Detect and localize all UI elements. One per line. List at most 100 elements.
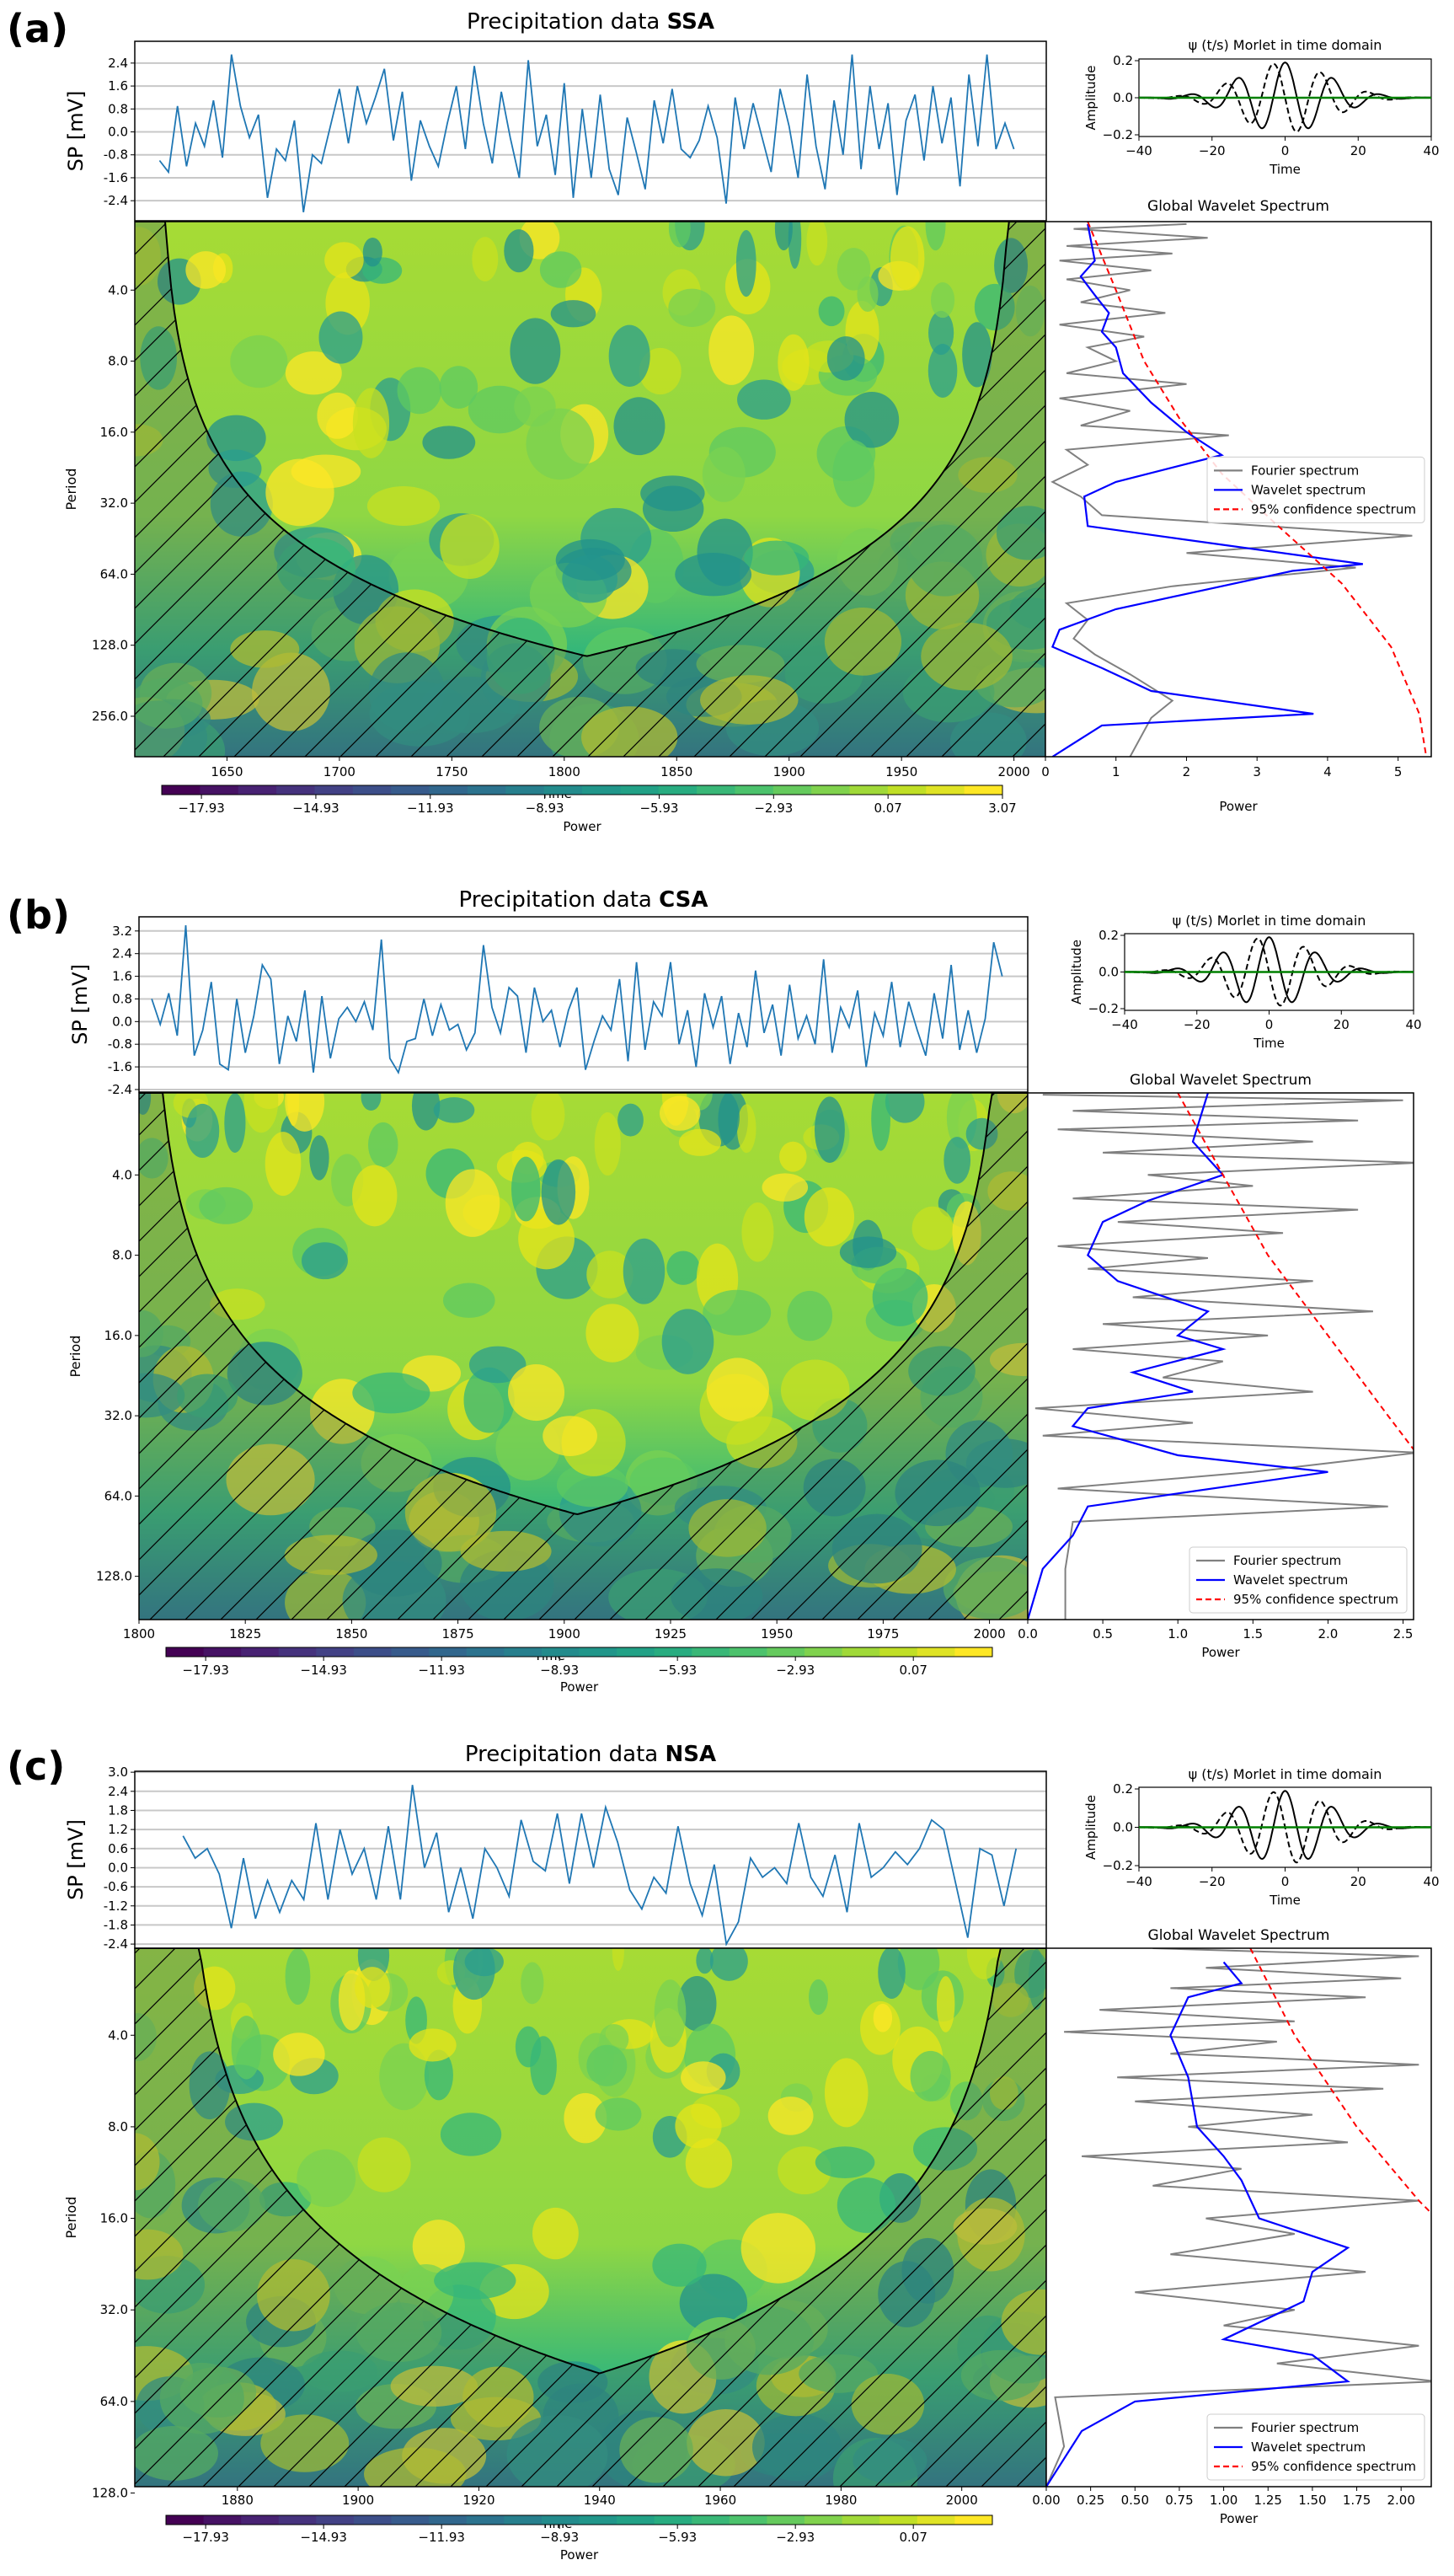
gws-xlabel: Power	[1201, 1645, 1240, 1660]
colorbar-level	[772, 785, 812, 795]
colorbar-level	[314, 785, 354, 795]
timeseries-line	[158, 54, 1015, 212]
morlet-xtick-label: −40	[1111, 1017, 1138, 1032]
colorbar-level	[541, 2515, 580, 2525]
colorbar-level	[842, 2515, 880, 2525]
colorbar-level	[203, 1647, 242, 1657]
year-tick-label: 1750	[436, 764, 468, 779]
wavelet-power-contour	[526, 408, 595, 480]
morlet-title: ψ (t/s) Morlet in time domain	[1189, 37, 1382, 53]
wavelet-power-contour	[285, 1948, 311, 2006]
year-tick-label: 1975	[867, 1626, 899, 1641]
wavelet-power-contour	[623, 1238, 666, 1304]
fourier-spectrum-line	[1034, 1094, 1414, 1620]
timeseries-ytick-label: 0.6	[108, 1841, 128, 1856]
wavelet-power-contour	[206, 415, 266, 462]
wavelet-power-contour	[709, 1948, 748, 1981]
colorbar-level	[353, 1647, 393, 1657]
colorbar-level	[654, 1647, 692, 1657]
wavelet-power-contour	[412, 2220, 465, 2273]
gws-xtick-label: 5	[1394, 764, 1403, 779]
colorbar-tick-label: −11.93	[407, 801, 454, 816]
wavelet-power-contour	[355, 1967, 390, 2009]
panel-label: (a)	[7, 6, 68, 51]
morlet-ytick-label: 0.0	[1113, 1820, 1133, 1835]
wavelet-spectrum-line	[1050, 223, 1363, 757]
title-prefix: Precipitation data	[467, 9, 667, 35]
colorbar-level	[241, 2515, 280, 2525]
morlet-title: ψ (t/s) Morlet in time domain	[1189, 1766, 1382, 1782]
wavelet-power-contour	[442, 1283, 495, 1318]
wavelet-power-contour	[434, 2262, 516, 2300]
wavelet-power-contour	[439, 366, 478, 409]
wavelet-power-contour	[515, 2026, 542, 2068]
morlet-plot: −40 −20 0 20 40 0.2 0.0 −0.2 ψ (t/s) Morlet in t…	[1083, 1766, 1440, 1908]
gws-title: Global Wavelet Spectrum	[1148, 1927, 1330, 1944]
gws-title: Global Wavelet Spectrum	[1130, 1072, 1312, 1089]
year-tick-label: 2000	[998, 764, 1030, 779]
colorbar-tick-label: −5.93	[639, 801, 678, 816]
gws-legend: Fourier spectrum Wavelet spectrum 95% conf…	[1206, 456, 1425, 523]
cone-of-influence	[139, 1093, 1028, 1516]
morlet-xlabel: Time	[1269, 1893, 1301, 1908]
wavelet-power-contour	[762, 1173, 809, 1202]
period-tick-label: 32.0	[100, 2302, 128, 2317]
timeseries-ytick-label: -0.8	[104, 147, 128, 163]
colorbar-level	[805, 2515, 843, 2525]
morlet-xtick-label: 0	[1281, 143, 1290, 158]
colorbar-level	[879, 2515, 918, 2525]
colorbar-tick-label: −5.93	[658, 1663, 697, 1678]
wavelet-power-contour	[826, 336, 865, 381]
legend-label: Wavelet spectrum	[1251, 2439, 1366, 2455]
cone-of-influence	[135, 1948, 1046, 2375]
year-tick-label: 1980	[825, 2493, 857, 2508]
period-tick-label: 32.0	[100, 495, 128, 511]
wavelet-contours	[135, 1948, 1046, 2487]
period-axis-label: Period	[67, 1336, 83, 1378]
colorbar-level	[316, 2515, 355, 2525]
wavelet-power-contour	[185, 1103, 220, 1159]
year-tick-label: 1700	[323, 764, 355, 779]
wavelet-contours	[139, 1093, 1028, 1620]
morlet-ylabel: Amplitude	[1083, 66, 1099, 131]
wavelet-power-contour	[767, 2097, 814, 2135]
morlet-real-part	[1124, 936, 1414, 1004]
morlet-xtick-label: −40	[1125, 143, 1152, 158]
morlet-xtick-label: 20	[1350, 143, 1366, 158]
year-tick-label: 1950	[885, 764, 917, 779]
wavelet-power-plot: 4.0 8.0 16.0 32.0 64.0 128.0 Period 1800 1825 185…	[67, 1092, 1029, 1663]
wavelet-power-contour	[397, 367, 442, 415]
panel-label: (b)	[7, 892, 70, 938]
period-tick-label: 16.0	[100, 425, 128, 440]
wavelet-power-contour	[352, 1372, 430, 1414]
morlet-real-part	[1138, 62, 1432, 130]
colorbar-level	[842, 1647, 880, 1657]
gws-xtick-label: 1.5	[1243, 1626, 1263, 1641]
wavelet-power-contour	[666, 1251, 700, 1285]
colorbar-level	[697, 785, 735, 795]
gws-xtick-label: 0.75	[1165, 2493, 1193, 2508]
wavelet-power-contour	[677, 1976, 717, 2032]
wavelet-power-contour	[910, 2050, 951, 2102]
wavelet-power-plot: 4.0 8.0 16.0 32.0 64.0 128.0 Period 1880 1900 192…	[63, 1947, 1047, 2531]
wavelet-power-contour	[735, 229, 756, 297]
wavelet-power-contour	[696, 1948, 714, 1974]
wavelet-power-contour	[424, 2049, 453, 2101]
timeseries-ytick-label: 0.0	[112, 1014, 132, 1029]
colorbar: −17.93 −14.93 −11.93 −8.93 −5.93 −2.93 0.07 3.0…	[161, 785, 1017, 834]
year-tick-label: 1850	[335, 1626, 367, 1641]
colorbar-level	[887, 785, 927, 795]
colorbar-label: Power	[560, 2547, 599, 2563]
wavelet-power-contour	[737, 379, 791, 420]
wavelet-power-contour	[230, 335, 288, 388]
year-tick-label: 1800	[123, 1626, 155, 1641]
period-tick-label: 8.0	[108, 2119, 128, 2134]
colorbar-level	[926, 785, 965, 795]
wavelet-spectrum-line	[1028, 1093, 1328, 1620]
wavelet-power-contour	[962, 322, 992, 388]
colorbar-level	[617, 2515, 655, 2525]
period-tick-label: 256.0	[92, 709, 128, 724]
colorbar-tick-label: 0.07	[899, 1663, 927, 1678]
wavelet-power-contour	[744, 540, 810, 576]
timeseries-ytick-label: -1.2	[104, 1899, 128, 1914]
